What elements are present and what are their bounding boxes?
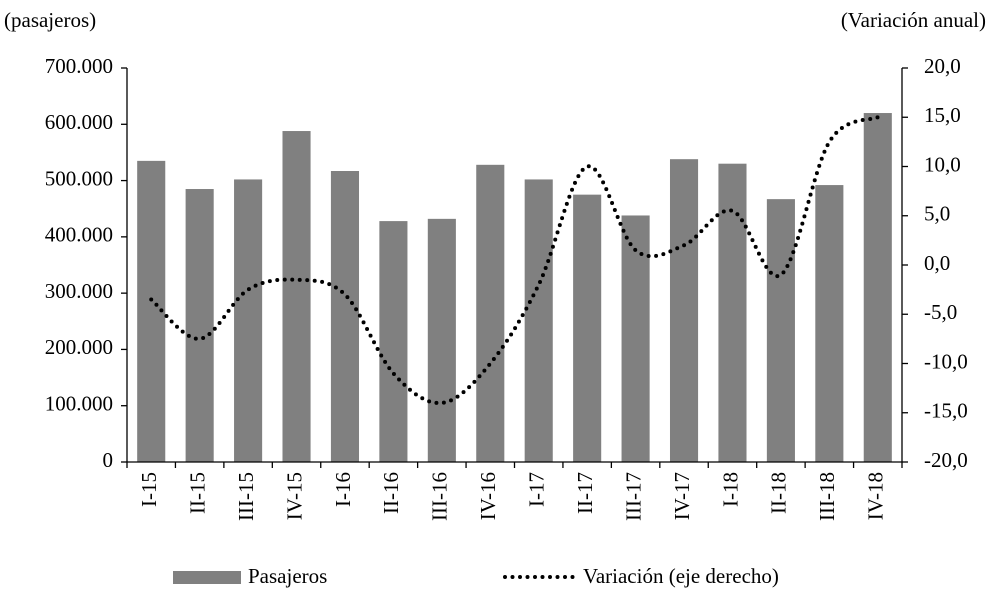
x-tick-label: IV-16 bbox=[476, 472, 500, 520]
legend-label: Variación (eje derecho) bbox=[583, 564, 779, 588]
x-tick-label: III-16 bbox=[428, 472, 452, 521]
y-tick-label: 100.000 bbox=[45, 392, 113, 416]
x-tick-label: III-15 bbox=[234, 472, 258, 521]
y2-tick-label: 20,0 bbox=[924, 54, 961, 78]
x-tick-label: II-15 bbox=[185, 472, 209, 514]
x-tick-label: III-18 bbox=[815, 472, 839, 521]
x-tick-label: II-18 bbox=[767, 472, 791, 514]
y-tick-label: 500.000 bbox=[45, 166, 113, 190]
bar bbox=[282, 131, 311, 463]
bar bbox=[573, 194, 602, 462]
bar bbox=[234, 179, 263, 462]
bar bbox=[718, 163, 747, 462]
y-tick-label: 0 bbox=[103, 448, 114, 472]
y2-tick-label: -20,0 bbox=[924, 448, 968, 472]
legend-swatch bbox=[173, 571, 241, 584]
x-tick-label: I-16 bbox=[331, 472, 355, 507]
y-tick-label: 200.000 bbox=[45, 335, 113, 359]
y2-tick-label: -5,0 bbox=[924, 300, 957, 324]
x-tick-label: IV-17 bbox=[670, 472, 694, 520]
x-tick-label: II-16 bbox=[379, 472, 403, 514]
y2-tick-label: 5,0 bbox=[924, 202, 950, 226]
line-series bbox=[149, 115, 880, 405]
bar bbox=[863, 113, 892, 463]
x-tick-label: IV-18 bbox=[864, 472, 888, 520]
bar bbox=[476, 164, 505, 462]
bar bbox=[621, 215, 650, 462]
y2-tick-label: 15,0 bbox=[924, 103, 961, 127]
bar bbox=[379, 221, 408, 462]
y-tick-label: 700.000 bbox=[45, 54, 113, 78]
y2-axis-label: (Variación anual) bbox=[841, 8, 986, 32]
x-tick-label: I-18 bbox=[718, 472, 742, 507]
x-tick-label: IV-15 bbox=[282, 472, 306, 520]
x-tick-label: II-17 bbox=[573, 472, 597, 514]
legend-label: Pasajeros bbox=[248, 564, 327, 588]
x-tick-label: I-15 bbox=[137, 472, 161, 507]
y2-tick-label: 0,0 bbox=[924, 251, 950, 275]
x-tick-label: I-17 bbox=[525, 472, 549, 507]
y2-tick-label: -10,0 bbox=[924, 349, 968, 373]
bar bbox=[766, 199, 795, 462]
bar bbox=[815, 185, 844, 462]
bar bbox=[427, 218, 456, 462]
bar bbox=[330, 171, 360, 462]
y2-tick-label: 10,0 bbox=[924, 152, 961, 176]
y2-tick-label: -15,0 bbox=[924, 399, 968, 423]
bar bbox=[524, 179, 553, 462]
y-tick-label: 600.000 bbox=[45, 110, 113, 134]
x-tick-label: III-17 bbox=[621, 472, 645, 521]
bar bbox=[185, 189, 214, 462]
y-tick-label: 400.000 bbox=[45, 223, 113, 247]
y-tick-label: 300.000 bbox=[45, 279, 113, 303]
y-axis-label: (pasajeros) bbox=[4, 8, 96, 32]
bar bbox=[669, 159, 699, 462]
